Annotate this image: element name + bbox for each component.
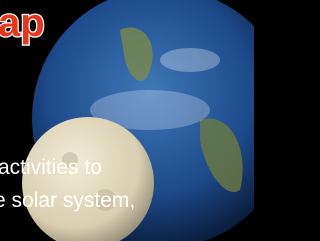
slide: ap activities to e solar system, [0,0,254,241]
page: ap activities to e solar system, (() => … [0,0,320,241]
text-line: activities to [0,156,102,179]
title: ap [0,1,45,45]
earth-clouds [160,48,220,72]
text-line: e solar system, [0,189,135,212]
